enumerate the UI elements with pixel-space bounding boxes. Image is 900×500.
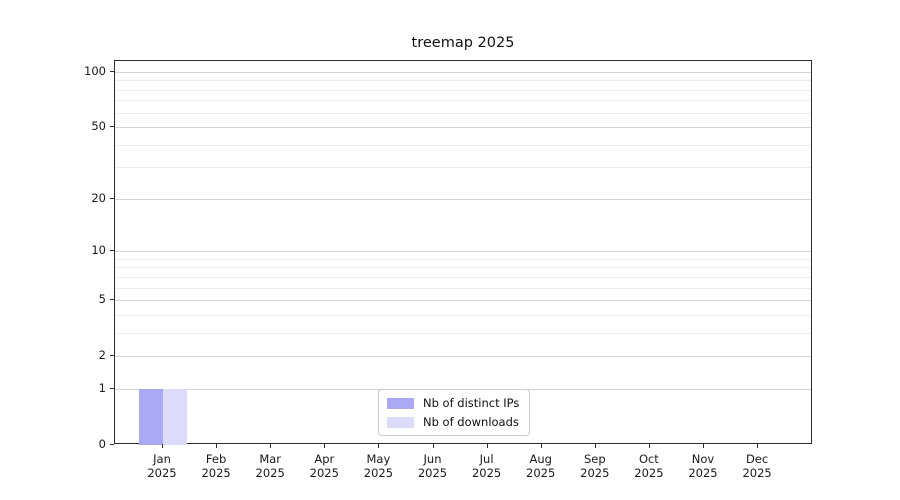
y-tick <box>110 197 114 199</box>
x-tick-label: Oct 2025 <box>634 452 664 480</box>
x-tick <box>270 444 272 448</box>
bar-distinct-ips <box>139 389 163 445</box>
y-tick <box>110 388 114 389</box>
y-gridline-major <box>115 356 811 358</box>
legend-row-distinct-ips: Nb of distinct IPs <box>387 396 519 410</box>
legend-label-downloads: Nb of downloads <box>423 415 519 429</box>
y-gridline-major <box>115 251 811 253</box>
y-tick-label: 100 <box>84 63 106 78</box>
x-tick-label: Apr 2025 <box>309 452 339 480</box>
x-tick <box>216 444 218 448</box>
x-tick-label: Jun 2025 <box>417 452 448 480</box>
y-tick <box>110 126 114 128</box>
y-tick-label: 20 <box>91 190 106 205</box>
x-tick <box>540 444 542 448</box>
x-tick <box>594 444 596 448</box>
y-tick <box>110 444 114 445</box>
y-gridline-minor <box>115 144 811 146</box>
x-tick <box>703 444 704 448</box>
legend-label-distinct-ips: Nb of distinct IPs <box>423 396 520 410</box>
y-gridline-minor <box>115 258 811 260</box>
y-tick-label: 1 <box>98 381 106 395</box>
y-gridline-minor <box>115 112 811 114</box>
x-tick-label: Aug 2025 <box>526 452 556 480</box>
legend-swatch-distinct-ips <box>387 397 414 409</box>
x-tick-label: Mar 2025 <box>255 452 285 480</box>
x-tick-label: Sep 2025 <box>580 452 610 480</box>
y-gridline-minor <box>115 267 811 269</box>
x-tick <box>324 444 326 448</box>
legend-swatch-downloads <box>387 416 414 428</box>
y-tick <box>110 355 114 357</box>
y-tick-label: 5 <box>98 292 106 307</box>
x-tick-label: May 2025 <box>363 452 394 480</box>
y-gridline-minor <box>115 287 811 289</box>
legend-row-downloads: Nb of downloads <box>387 415 519 429</box>
x-tick <box>432 444 434 448</box>
x-tick <box>757 444 759 448</box>
y-gridline-minor <box>115 80 811 82</box>
y-gridline-minor <box>115 332 811 334</box>
y-gridline-minor <box>115 276 811 278</box>
y-gridline-major <box>115 127 811 129</box>
legend: Nb of distinct IPs Nb of downloads <box>378 389 531 436</box>
plot-area <box>114 60 812 445</box>
y-gridline-major <box>115 198 811 200</box>
x-tick-label: Jan 2025 <box>147 452 177 480</box>
y-gridline-minor <box>115 314 811 316</box>
x-tick-label: Nov 2025 <box>688 452 718 480</box>
x-tick <box>648 444 650 448</box>
y-tick-label: 0 <box>98 437 106 451</box>
y-gridline-major <box>115 71 811 73</box>
y-tick-label: 10 <box>91 243 106 258</box>
x-tick <box>486 444 488 448</box>
x-tick-label: Feb 2025 <box>201 452 231 480</box>
y-gridline-minor <box>115 100 811 102</box>
y-gridline-minor <box>115 89 811 91</box>
y-tick-label: 50 <box>91 119 106 134</box>
y-gridline-minor <box>115 167 811 169</box>
chart-title: treemap 2025 <box>411 35 515 51</box>
x-tick <box>162 444 163 448</box>
y-tick <box>110 250 114 252</box>
y-tick <box>110 70 114 72</box>
y-gridline-major <box>115 300 811 302</box>
x-tick-label: Dec 2025 <box>742 452 772 480</box>
x-tick <box>378 444 380 448</box>
x-tick-label: Jul 2025 <box>471 452 502 480</box>
y-tick <box>110 299 114 301</box>
y-tick-label: 2 <box>98 348 106 363</box>
bar-downloads <box>163 389 187 445</box>
